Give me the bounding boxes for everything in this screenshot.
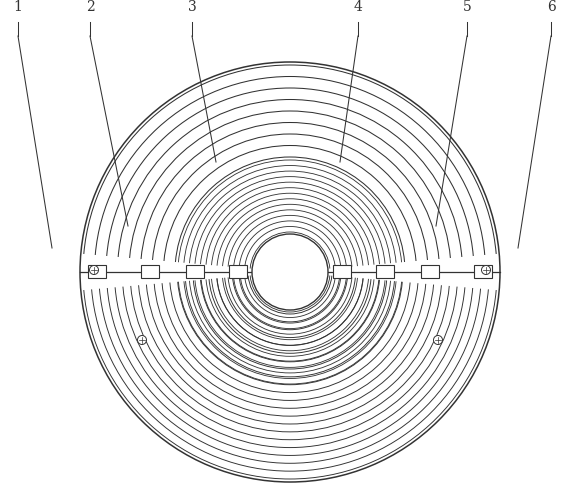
Bar [333,265,351,279]
Bar [186,265,204,279]
Circle shape [89,265,99,275]
Circle shape [433,335,443,344]
Bar [376,265,394,279]
Bar [229,265,247,279]
Text: 5: 5 [463,0,472,14]
Bar [141,265,159,279]
Bar [421,265,439,279]
Text: 4: 4 [354,0,362,14]
Text: 3: 3 [187,0,197,14]
Circle shape [137,335,147,344]
Text: 1: 1 [13,0,23,14]
Text: 2: 2 [86,0,95,14]
Circle shape [252,234,328,310]
Text: 6: 6 [546,0,556,14]
Bar [474,265,492,279]
Bar [88,265,106,279]
Circle shape [481,265,491,275]
